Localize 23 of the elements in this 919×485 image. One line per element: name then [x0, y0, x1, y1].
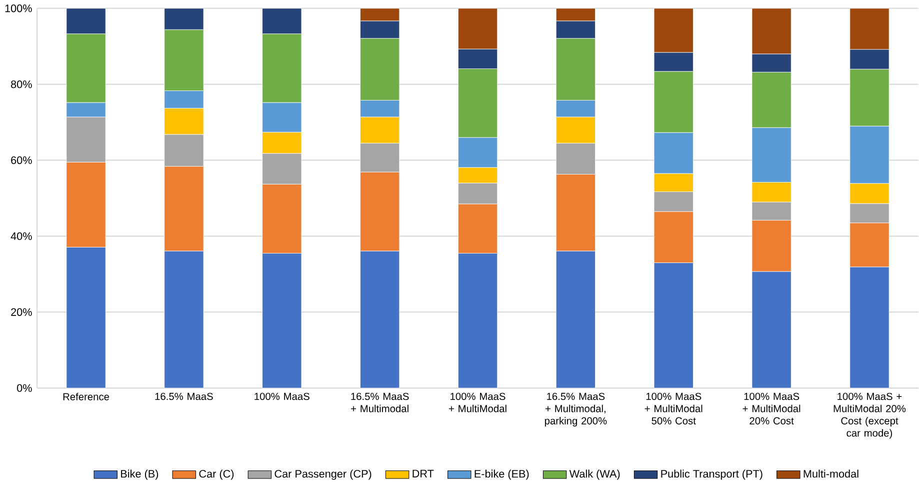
x-tick-label: 100% MaaS [254, 392, 310, 400]
x-tick-label: 100% MaaS + MultiModal 20% Cost (except car mode) [834, 392, 906, 439]
legend-label: Car Passenger (CP) [274, 470, 372, 480]
legend-label: Walk (WA) [569, 470, 620, 480]
y-tick-label: 40% [10, 232, 32, 240]
y-tick-label: 80% [11, 80, 32, 88]
legend-label: DRT [412, 470, 434, 478]
x-tick-label: 100% MaaS + MultiModal [449, 392, 506, 412]
x-tick-label: Reference [63, 392, 110, 400]
x-tick-label: 16.5% MaaS + Multimodal [351, 392, 409, 412]
y-tick-label: 0% [17, 384, 32, 392]
legend-label: Car (C) [199, 470, 234, 480]
y-tick-label: 60% [11, 156, 32, 164]
x-tick-label: 16.5% MaaS + Multimodal, parking 200% [544, 392, 607, 426]
y-tick-label: 100% [5, 4, 32, 12]
legend-label: Bike (B) [121, 470, 158, 480]
legend-label: E-bike (EB) [474, 470, 529, 480]
y-tick-label: 20% [11, 308, 32, 316]
x-tick-label: 100% MaaS + MultiModal 50% Cost [644, 392, 702, 424]
legend-label: Public Transport (PT) [661, 470, 762, 480]
x-tick-label: 16.5% MaaS [155, 392, 213, 400]
legend-label: Multi-modal [804, 470, 858, 478]
x-tick-label: 100% MaaS + MultiModal 20% Cost [742, 392, 800, 424]
